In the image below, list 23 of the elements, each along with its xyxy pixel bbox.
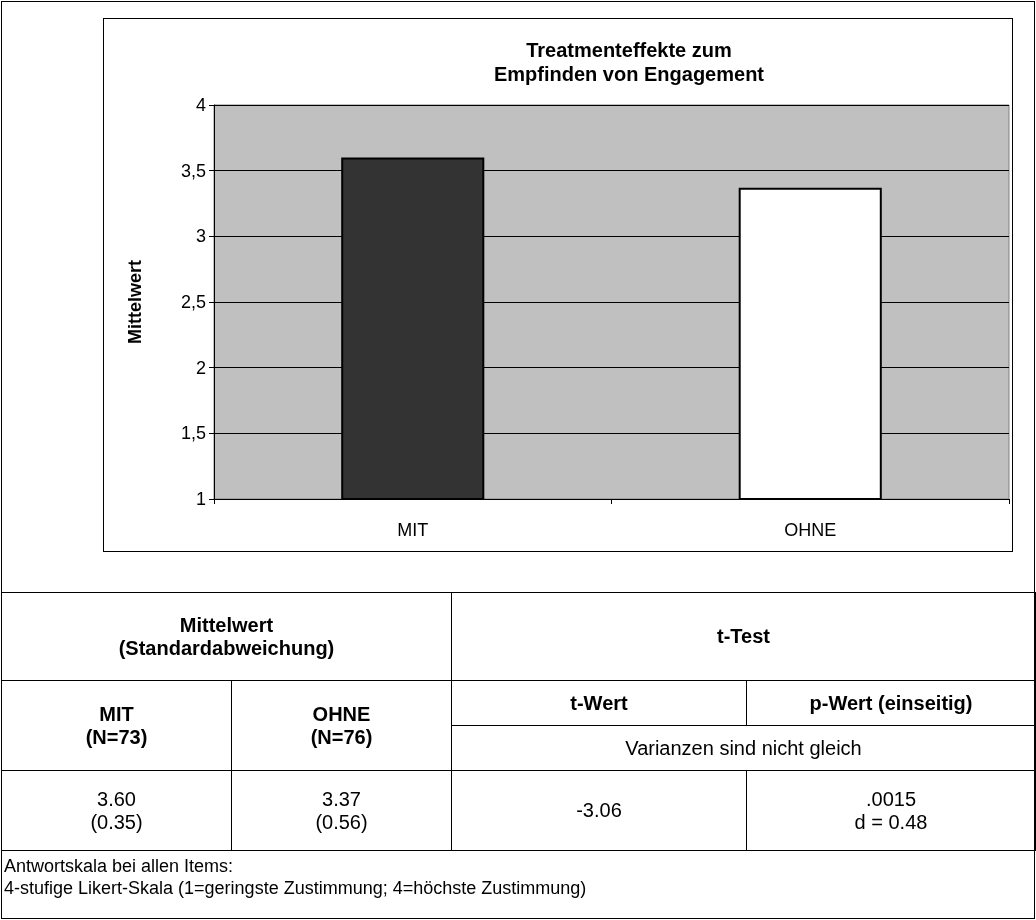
text: Mittelwert (Standardabweichung): [1, 592, 452, 681]
text: t-Test: [451, 592, 1036, 681]
x-tick-label: MIT: [397, 520, 429, 540]
text: p-Wert (einseitig): [746, 680, 1036, 726]
text: -3.06: [451, 770, 747, 851]
text: 3.37 (0.56): [231, 770, 452, 851]
text: Varianzen sind nicht gleich: [451, 725, 1036, 771]
text: Antwortskala bei allen Items: 4-stufige Likert-Skala (1=geringste Zustimmung; 4=höchste Zustimmung): [4, 856, 587, 900]
y-axis-title: Mittelwert: [125, 259, 145, 345]
text: MIT (N=73): [1, 680, 232, 771]
y-tick-label: 1: [195, 489, 206, 509]
y-tick-label: 2: [195, 357, 206, 378]
text: .0015 d = 0.48: [746, 770, 1036, 851]
y-tick-label: 4: [195, 95, 206, 115]
text: t-Wert: [451, 680, 747, 726]
text: 3.60 (0.35): [1, 770, 232, 851]
chart-title: Treatmenteffekte zum Empfinden von Engagement: [493, 39, 765, 85]
y-tick-label: 1,5: [180, 423, 206, 444]
text: OHNE (N=76): [231, 680, 452, 771]
y-tick-label: 2,5: [180, 292, 206, 312]
x-tick-label: OHNE: [784, 520, 837, 540]
y-tick-label: 3,5: [180, 160, 206, 181]
y-tick-label: 3: [195, 226, 206, 247]
